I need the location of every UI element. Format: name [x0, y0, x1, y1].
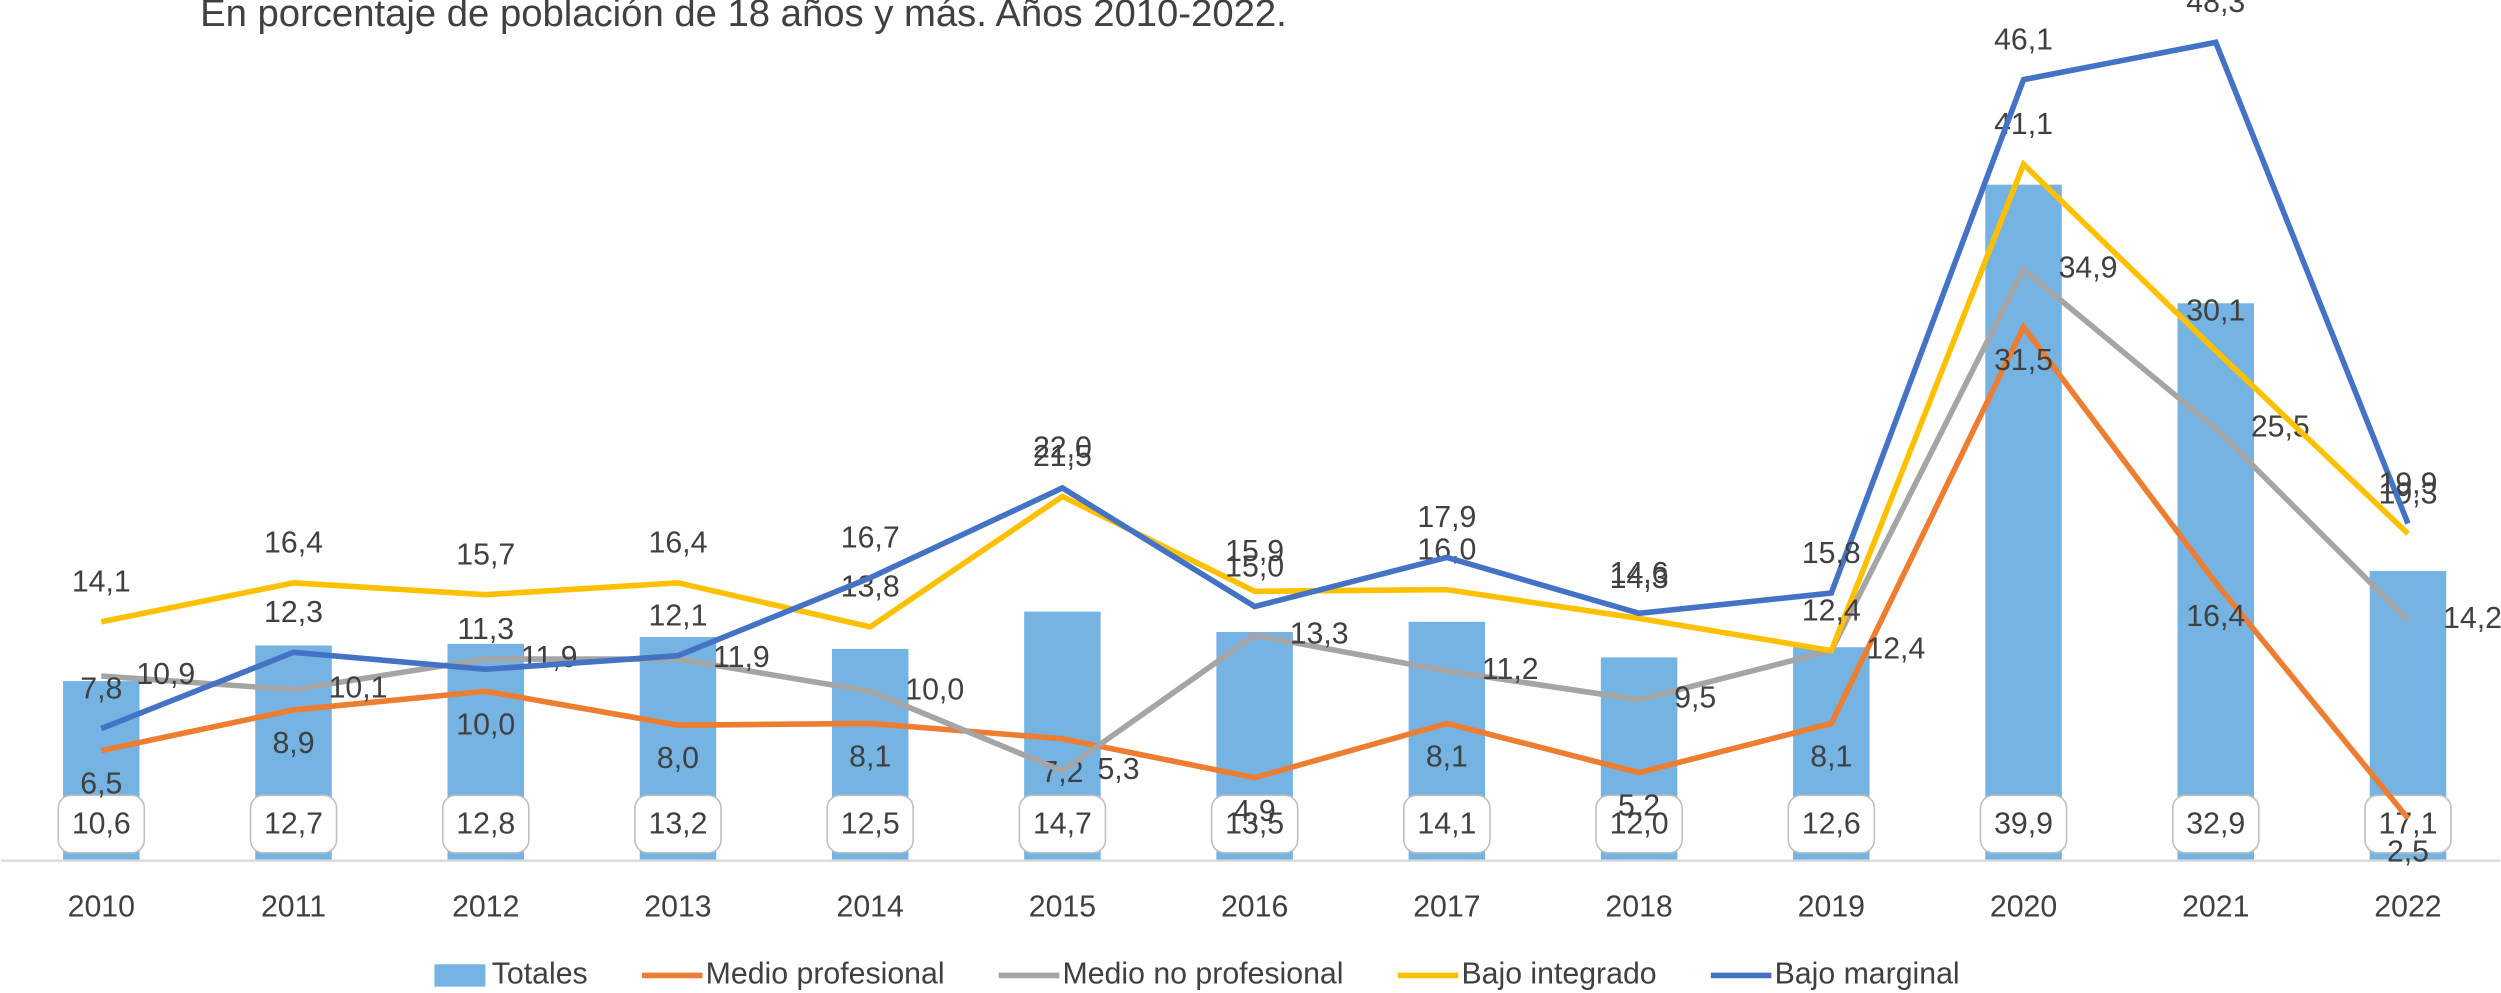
data-label: 14,6	[1610, 557, 1669, 590]
data-label: 13,3	[1290, 617, 1349, 650]
data-label: 14,2	[2443, 602, 2501, 635]
data-label: 14,7	[1033, 808, 1092, 841]
data-label: 16,4	[649, 527, 708, 560]
data-label-box	[1210, 794, 1299, 854]
data-label: 16,4	[264, 527, 323, 560]
data-label: 14,1	[1417, 808, 1476, 841]
legend-label: Bajo marginal	[1775, 957, 1960, 990]
x-tick-label: 2013	[644, 891, 711, 924]
data-label: 12,5	[841, 808, 900, 841]
data-label: 22,0	[1033, 432, 1092, 465]
data-label: 6,5	[80, 768, 122, 801]
x-tick-label: 2019	[1798, 891, 1865, 924]
data-label: 15,8	[1802, 537, 1861, 570]
data-label: 14,3	[1610, 562, 1669, 595]
data-label-box	[441, 794, 530, 854]
data-label: 34,9	[2059, 251, 2118, 284]
data-label-box	[826, 794, 915, 854]
data-label: 10,9	[136, 658, 195, 691]
data-label-box	[1979, 794, 2068, 854]
data-label: 12,7	[264, 808, 323, 841]
x-tick-label: 2014	[837, 891, 904, 924]
data-label: 8,1	[849, 741, 891, 774]
x-tick-label: 2017	[1413, 891, 1480, 924]
data-label: 46,1	[1994, 23, 2053, 56]
data-label: 11,9	[521, 641, 578, 674]
data-label: 14,1	[72, 566, 131, 599]
data-label: 10,6	[72, 808, 131, 841]
x-tick-label: 2010	[68, 891, 135, 924]
data-label: 19,3	[2379, 477, 2438, 510]
data-label: 15,0	[1225, 550, 1284, 583]
legend-label: Bajo integrado	[1461, 957, 1656, 990]
data-label: 12,4	[1802, 594, 1861, 627]
data-label: 2,5	[2387, 835, 2429, 868]
data-label: 48,3	[2186, 0, 2245, 19]
data-label: 4,9	[1234, 795, 1276, 828]
legend-swatch	[434, 964, 486, 987]
x-tick-label: 2015	[1029, 891, 1096, 924]
data-label: 13,5	[1225, 808, 1284, 841]
x-tick-label: 2022	[2374, 891, 2441, 924]
data-label: 32,9	[2186, 808, 2245, 841]
x-tick-label: 2011	[261, 891, 326, 924]
data-label: 11,3	[457, 613, 514, 646]
x-tick-label: 2016	[1221, 891, 1288, 924]
data-label: 9,5	[1674, 682, 1716, 715]
line	[100, 321, 2411, 821]
data-label: 21,5	[1033, 440, 1092, 473]
data-label-box	[2171, 794, 2260, 854]
data-label-box	[1787, 794, 1876, 854]
data-label: 30,1	[2186, 294, 2245, 327]
data-label: 13,2	[649, 808, 708, 841]
data-label: 15,7	[456, 538, 515, 571]
x-tick-label: 2012	[452, 891, 519, 924]
line	[100, 159, 2410, 654]
data-label-box	[57, 794, 146, 854]
data-label: 8,9	[272, 727, 314, 760]
data-label: 12,8	[456, 808, 515, 841]
data-label: 8,1	[1810, 741, 1852, 774]
data-label-box	[1018, 794, 1107, 854]
bar	[1985, 184, 2062, 861]
x-tick-label: 2021	[2182, 891, 2249, 924]
data-label-box	[634, 794, 722, 854]
data-label: 12,0	[1610, 808, 1669, 841]
data-label: 8,1	[1426, 741, 1468, 774]
x-tick-label: 2020	[1990, 891, 2057, 924]
data-label: 31,5	[1994, 344, 2053, 377]
data-label: 39,9	[1994, 808, 2053, 841]
data-label: 5,3	[1097, 753, 1139, 786]
chart-title: En porcentaje de población de 18 años y …	[200, 0, 1287, 35]
data-label-box	[1595, 794, 1683, 854]
data-label-box	[249, 794, 338, 854]
data-label-box	[1403, 794, 1491, 854]
line	[100, 39, 2411, 732]
legend-label: Medio no profesional	[1063, 957, 1344, 990]
data-label: 15,9	[1225, 535, 1284, 568]
data-label: 10,1	[329, 672, 388, 705]
data-label: 16,7	[841, 522, 900, 555]
data-label: 11,9	[713, 641, 770, 674]
data-label: 10,0	[456, 708, 515, 741]
x-tick-label: 2018	[1605, 891, 1672, 924]
data-label: 12,6	[1802, 808, 1861, 841]
data-label: 7,8	[80, 672, 122, 705]
data-label: 17,1	[2379, 808, 2438, 841]
legend-label: Totales	[492, 957, 588, 990]
data-label: 12,1	[649, 599, 708, 632]
data-label: 11,2	[1482, 653, 1539, 686]
data-label-box	[2364, 794, 2452, 854]
legend-label: Medio profesional	[706, 957, 945, 990]
data-label: 16,4	[2186, 600, 2245, 633]
data-label: 12,4	[1866, 633, 1925, 666]
data-label: 10,0	[905, 673, 964, 706]
data-label: 19,9	[2379, 467, 2438, 500]
data-label: 17,9	[1417, 501, 1476, 534]
data-label: 5,2	[1618, 790, 1660, 823]
data-label: 12,3	[264, 596, 323, 629]
line	[101, 265, 2410, 775]
data-label: 8,0	[657, 742, 699, 775]
